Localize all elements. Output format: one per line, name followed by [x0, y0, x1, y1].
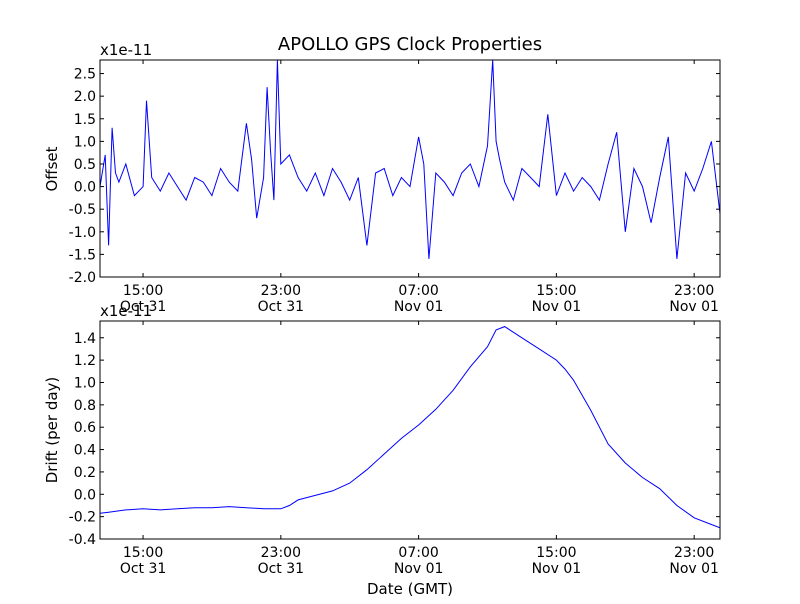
drift-plot: -0.4-0.20.00.20.40.60.81.01.21.415:00Oct… [69, 320, 721, 577]
figure-title: APOLLO GPS Clock Properties [278, 34, 542, 55]
y-tick-label: 1.5 [74, 112, 96, 128]
y-tick-label: -2.0 [69, 270, 96, 286]
y-tick-label: -1.0 [69, 225, 96, 241]
offset-scale-label: x1e-11 [100, 41, 152, 59]
y-tick-label: 0.4 [74, 443, 96, 459]
x-tick-time-label: 23:00 [261, 283, 301, 299]
y-tick-label: -1.5 [69, 247, 96, 263]
plot-frame [99, 59, 721, 278]
x-tick-date-label: Oct 31 [120, 299, 166, 315]
x-tick-time-label: 07:00 [398, 545, 438, 561]
x-tick-date-label: Nov 01 [532, 561, 582, 577]
y-tick-label: -0.5 [69, 202, 96, 218]
x-tick-date-label: Nov 01 [532, 299, 582, 315]
y-tick-label: 1.0 [74, 375, 96, 391]
y-tick-label: -0.4 [69, 532, 96, 548]
offset-plot: -2.0-1.5-1.0-0.50.00.51.01.52.02.515:00O… [69, 59, 721, 315]
y-tick-label: 0.0 [74, 180, 96, 196]
x-tick-time-label: 15:00 [123, 283, 163, 299]
x-tick-time-label: 15:00 [123, 545, 163, 561]
y-tick-label: 1.4 [74, 331, 96, 347]
y-tick-label: 2.0 [74, 89, 96, 105]
x-tick-date-label: Nov 01 [669, 299, 719, 315]
x-tick-date-label: Oct 31 [258, 561, 304, 577]
y-tick-label: 0.5 [74, 157, 96, 173]
x-tick-time-label: 23:00 [674, 283, 714, 299]
y-tick-label: 0.2 [74, 465, 96, 481]
x-tick-time-label: 23:00 [261, 545, 301, 561]
x-tick-time-label: 15:00 [536, 545, 576, 561]
y-tick-label: 1.0 [74, 134, 96, 150]
x-tick-time-label: 07:00 [398, 283, 438, 299]
plot-frame [99, 320, 721, 540]
y-tick-label: 1.2 [74, 353, 96, 369]
x-tick-date-label: Oct 31 [258, 299, 304, 315]
y-tick-label: 0.0 [74, 487, 96, 503]
x-tick-date-label: Nov 01 [394, 299, 444, 315]
x-axis-label: Date (GMT) [367, 580, 453, 598]
x-tick-date-label: Oct 31 [120, 561, 166, 577]
x-tick-time-label: 23:00 [674, 545, 714, 561]
series-line-1-0 [100, 326, 720, 529]
y-tick-label: 0.8 [74, 398, 96, 414]
offset-y-axis-label: Offset [43, 146, 61, 191]
y-tick-label: -0.2 [69, 510, 96, 526]
x-tick-date-label: Nov 01 [669, 561, 719, 577]
drift-y-axis-label: Drift (per day) [43, 377, 61, 484]
series-line-0-0 [100, 60, 720, 259]
x-tick-date-label: Nov 01 [394, 561, 444, 577]
drift-scale-label: x1e-11 [100, 302, 152, 320]
x-tick-time-label: 15:00 [536, 283, 576, 299]
y-tick-label: 2.5 [74, 67, 96, 83]
y-tick-label: 0.6 [74, 420, 96, 436]
